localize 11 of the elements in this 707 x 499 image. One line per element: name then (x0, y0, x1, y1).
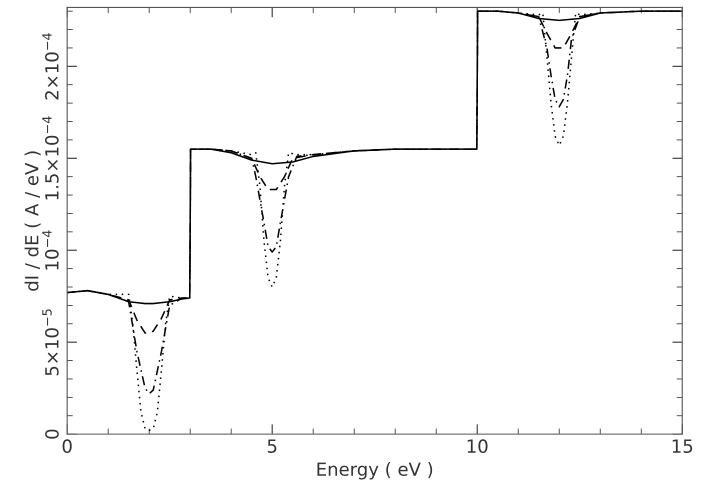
x-tick-label: 5 (268, 440, 276, 453)
x-tick-label: 10 (468, 439, 488, 453)
y-tick-label: 2×10$^{−4}$ (42, 33, 59, 100)
y-tick-label: 0 (45, 430, 59, 439)
y-tick-label: 10$^{−4}$ (42, 230, 59, 270)
y-axis-title: dI / dE ( A / eV ) (24, 151, 41, 291)
y-tick-label: 5×10$^{−5}$ (42, 309, 59, 376)
y-tick-label: 1.5×10$^{−4}$ (42, 116, 59, 200)
x-tick-label: 15 (672, 440, 692, 453)
x-tick-label: 0 (62, 439, 72, 453)
x-axis-title: Energy ( eV ) (317, 462, 432, 480)
